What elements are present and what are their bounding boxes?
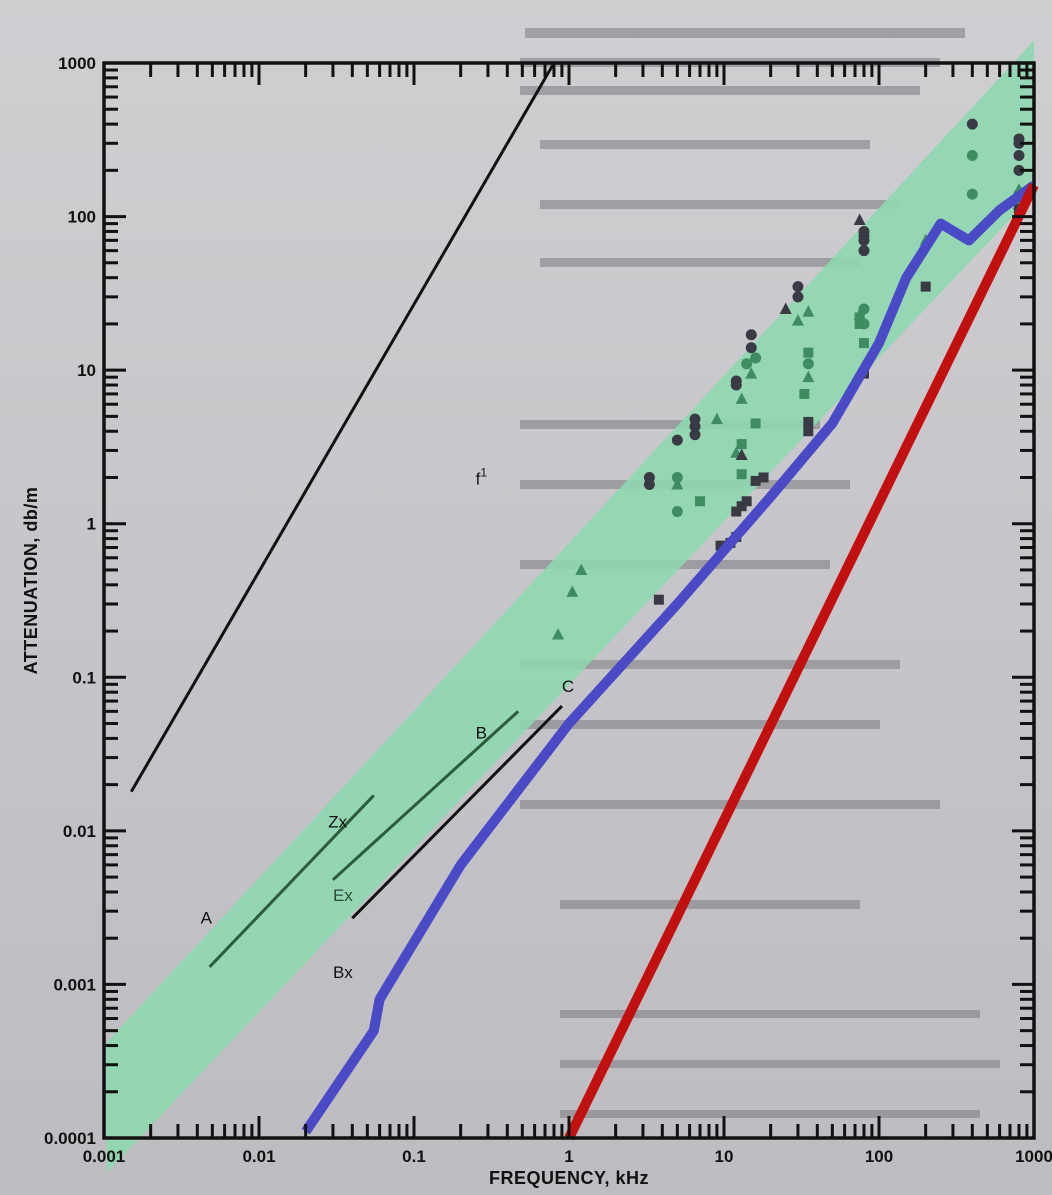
triangle-point bbox=[735, 392, 748, 404]
square-point bbox=[920, 281, 931, 292]
square-point bbox=[750, 418, 761, 429]
segment-b bbox=[331, 710, 520, 881]
circle-point bbox=[671, 471, 683, 483]
axis-frame-layer bbox=[102, 61, 1036, 1140]
square-point bbox=[736, 439, 747, 450]
circle-point bbox=[966, 149, 978, 161]
circle-point bbox=[745, 342, 757, 354]
triangle-point bbox=[745, 367, 758, 379]
triangle-point bbox=[791, 314, 804, 326]
triangle-point bbox=[710, 412, 723, 425]
point-label-zx: Zx bbox=[328, 813, 347, 832]
x-tick-label: 1 bbox=[564, 1147, 573, 1166]
triangle-point bbox=[853, 213, 866, 225]
reference-lines-layer bbox=[129, 62, 563, 968]
y-tick-label: 0.0001 bbox=[44, 1129, 96, 1148]
circle-point bbox=[745, 329, 757, 341]
x-tick-label: 1000 bbox=[1015, 1147, 1052, 1166]
circle-point bbox=[671, 434, 683, 446]
red-overlay-line bbox=[564, 183, 1039, 1141]
point-label-bx: Bx bbox=[333, 963, 353, 982]
circle-point bbox=[741, 358, 753, 370]
y-tick-label: 0.01 bbox=[63, 822, 96, 841]
overlay-lines-layer bbox=[301, 181, 1039, 1141]
y-tick-label: 0.001 bbox=[53, 975, 96, 994]
triangle-point bbox=[575, 563, 588, 575]
attenuation-band bbox=[104, 40, 1034, 1173]
triangle-point bbox=[552, 627, 565, 640]
x-tick-label: 10 bbox=[715, 1147, 734, 1166]
blue-overlay-line bbox=[301, 181, 1037, 1135]
x-axis-title: FREQUENCY, kHz bbox=[489, 1168, 649, 1188]
circle-point bbox=[730, 375, 742, 387]
f1-label-superscript: 1 bbox=[480, 466, 487, 480]
circle-point bbox=[643, 471, 655, 483]
square-point bbox=[854, 312, 865, 323]
square-point bbox=[854, 318, 865, 329]
square-point bbox=[758, 472, 769, 483]
circle-point bbox=[802, 358, 814, 370]
triangle-point bbox=[735, 448, 748, 461]
square-point bbox=[694, 496, 705, 507]
y-tick-label: 1000 bbox=[58, 54, 96, 73]
y-tick-label: 10 bbox=[77, 361, 96, 380]
x-tick-label: 0.001 bbox=[83, 1147, 126, 1166]
circle-point bbox=[671, 506, 683, 518]
green-band-layer bbox=[104, 40, 1034, 1173]
square-point bbox=[799, 388, 810, 399]
circle-point bbox=[1013, 149, 1025, 161]
segment-a bbox=[208, 794, 375, 968]
circle-point bbox=[689, 429, 701, 441]
f1-label: f1 bbox=[476, 466, 488, 489]
triangle-point bbox=[671, 478, 684, 490]
square-point bbox=[803, 347, 814, 358]
y-tick-label: 100 bbox=[68, 208, 96, 227]
circle-point bbox=[750, 352, 762, 364]
y-axis-title: ATTENUATION, db/m bbox=[21, 487, 41, 675]
square-point bbox=[858, 338, 869, 349]
segment-label-a: A bbox=[201, 908, 213, 927]
triangle-point bbox=[566, 585, 579, 597]
y-tick-label: 0.1 bbox=[72, 668, 96, 687]
square-point bbox=[803, 416, 814, 427]
square-point bbox=[653, 594, 664, 605]
circle-point bbox=[858, 245, 870, 257]
x-tick-label: 0.1 bbox=[402, 1147, 426, 1166]
circle-point bbox=[792, 281, 804, 293]
segment-label-b: B bbox=[476, 723, 487, 742]
point-label-ex: Ex bbox=[333, 886, 353, 905]
segment-label-c: C bbox=[562, 677, 574, 696]
circle-point bbox=[858, 230, 870, 242]
square-point bbox=[741, 496, 752, 507]
data-points-layer bbox=[552, 118, 1025, 640]
f1-reference-line bbox=[129, 62, 556, 793]
square-point bbox=[736, 469, 747, 480]
circle-point bbox=[689, 413, 701, 425]
circle-point bbox=[1013, 164, 1025, 176]
circle-point bbox=[966, 188, 978, 200]
circle-point bbox=[792, 291, 804, 303]
segment-c bbox=[351, 704, 563, 920]
x-tick-label: 100 bbox=[865, 1147, 893, 1166]
x-tick-label: 0.01 bbox=[242, 1147, 275, 1166]
triangle-point bbox=[802, 370, 815, 383]
square-point bbox=[750, 475, 761, 486]
f1-label-base: f bbox=[476, 470, 481, 489]
square-point bbox=[715, 540, 726, 551]
square-point bbox=[731, 506, 742, 517]
y-tick-label: 1 bbox=[87, 515, 96, 534]
circle-point bbox=[966, 118, 978, 130]
square-point bbox=[803, 426, 814, 437]
triangle-point bbox=[802, 305, 815, 317]
circle-point bbox=[1013, 133, 1025, 145]
triangle-point bbox=[779, 302, 792, 315]
